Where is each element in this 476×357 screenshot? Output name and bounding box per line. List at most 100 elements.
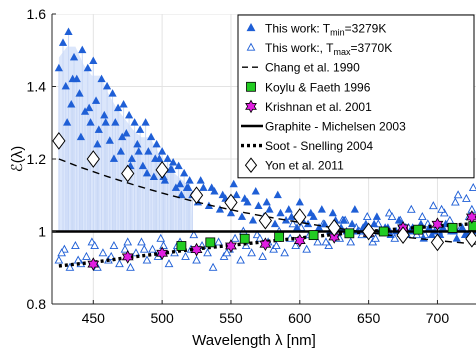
tmin-point-26 [127, 154, 136, 162]
tmax-point-89 [272, 241, 281, 250]
tmin-point-123 [273, 190, 282, 199]
tmin-point-11 [86, 118, 95, 126]
tmax-point-13 [126, 262, 135, 271]
tmin-point-62 [265, 205, 274, 213]
tmin-point-53 [215, 205, 225, 213]
tmax-point-20 [164, 259, 174, 268]
tmax-point-33 [236, 255, 245, 264]
tmax-point-17 [148, 244, 157, 253]
tmin-point-23 [119, 99, 128, 108]
tmin-point-52 [210, 186, 219, 195]
tmax-point-32 [230, 233, 240, 242]
tmax-point-68 [428, 201, 438, 210]
tmin-point-59 [248, 215, 258, 224]
tmin-point-34 [149, 172, 158, 181]
tmin-point-57 [237, 212, 247, 220]
tmin-point-100 [63, 118, 72, 126]
tmin-point-109 [134, 147, 143, 155]
tmin-point-122 [262, 197, 271, 206]
tmin-point-32 [144, 147, 153, 155]
tmin-point-140 [460, 230, 470, 239]
tmin-point-72 [320, 219, 329, 228]
tmin-point-102 [76, 132, 86, 141]
tmin-point-35 [152, 139, 161, 148]
tmin-point-38 [160, 176, 169, 184]
yon-point-7 [293, 208, 307, 226]
koylu-point-8 [447, 222, 458, 233]
tmin-point-30 [138, 161, 147, 170]
legend-label-2: Chang et al. 1990 [265, 61, 360, 75]
y-tick-label-0: 0.8 [27, 296, 47, 312]
tmin-point-77 [347, 219, 357, 228]
tmin-point-115 [184, 183, 193, 191]
koylu-point-9 [468, 221, 476, 231]
yon-point-6 [258, 211, 273, 230]
tmax-point-79 [106, 251, 116, 260]
legend-label-5: Graphite - Michelsen 2003 [265, 120, 406, 134]
tmax-point-64 [406, 204, 416, 213]
legend-label-suffix-1: =3770K [350, 41, 392, 55]
tmin-point-7 [75, 89, 84, 97]
krishnan-point-4 [225, 239, 237, 253]
tmin-point-8 [78, 45, 87, 54]
tmin-point-126 [306, 208, 315, 217]
tmin-point-134 [394, 215, 404, 224]
tmax-point-14 [131, 248, 141, 257]
tmin-point-39 [163, 154, 172, 162]
yon-point-5 [224, 193, 238, 212]
legend-box [237, 14, 475, 179]
krishnan-point-0 [87, 257, 100, 271]
tmin-point-29 [135, 125, 145, 133]
tmin-point-66 [287, 212, 296, 220]
tmax-point-86 [222, 248, 232, 257]
tmax-point-2 [65, 262, 75, 271]
legend: This work: Tmin=3279K This work:, Tmax=37… [237, 14, 475, 179]
tmin-point-104 [93, 139, 102, 148]
tmax-point-81 [139, 244, 149, 253]
tmax-point-78 [90, 241, 100, 250]
x-axis-title: Wavelength λ [nm] [192, 332, 316, 349]
legend-label-sub-0: min [330, 28, 345, 38]
yon-point-11 [430, 233, 445, 252]
tmin-point-31 [141, 118, 150, 126]
tmin-point-128 [328, 208, 337, 217]
chang-line [58, 158, 476, 245]
tmin-point-113 [167, 165, 176, 173]
tmin-point-116 [196, 176, 205, 184]
tmax-point-92 [321, 237, 331, 246]
x-tick-label-0: 450 [82, 310, 106, 326]
koylu-point-4 [308, 230, 319, 241]
legend-label-0: This work: Tmin=3279K [265, 22, 386, 38]
tmax-point-74 [462, 193, 471, 202]
x-tick-label-2: 550 [219, 310, 243, 326]
tmin-point-2 [61, 81, 70, 90]
tmax-point-102 [468, 183, 476, 192]
legend-marker-yon [244, 157, 258, 174]
tmin-point-24 [122, 128, 131, 137]
tmax-point-12 [120, 244, 130, 253]
tmin-point-17 [102, 81, 112, 90]
yon-point-3 [155, 161, 169, 179]
tmax-point-19 [159, 241, 168, 250]
tmin-point-84 [386, 230, 395, 239]
tmin-point-1 [58, 38, 68, 46]
tmin-point-70 [309, 212, 318, 220]
plot-area [52, 14, 476, 304]
legend-label-main-1: This work:, T [265, 41, 334, 55]
tmin-point-21 [113, 103, 123, 112]
tmax-point-95 [371, 233, 380, 242]
tmax-point-35 [247, 248, 256, 257]
koylu-point-0 [176, 241, 187, 251]
tmin-point-5 [69, 52, 79, 61]
legend-label-7: Yon et al. 2011 [265, 159, 344, 173]
krishnan-point-1 [121, 250, 134, 264]
tmax-point-0 [54, 255, 64, 264]
tmin-point-81 [370, 219, 379, 228]
tmin-point-44 [177, 190, 186, 199]
x-tick-label-5: 700 [426, 310, 450, 326]
x-tick-label-3: 600 [288, 310, 312, 326]
tmin-point-15 [97, 74, 106, 83]
krishnan-point-7 [328, 230, 341, 244]
tmin-point-4 [67, 99, 76, 108]
tmax-point-53 [346, 237, 356, 246]
